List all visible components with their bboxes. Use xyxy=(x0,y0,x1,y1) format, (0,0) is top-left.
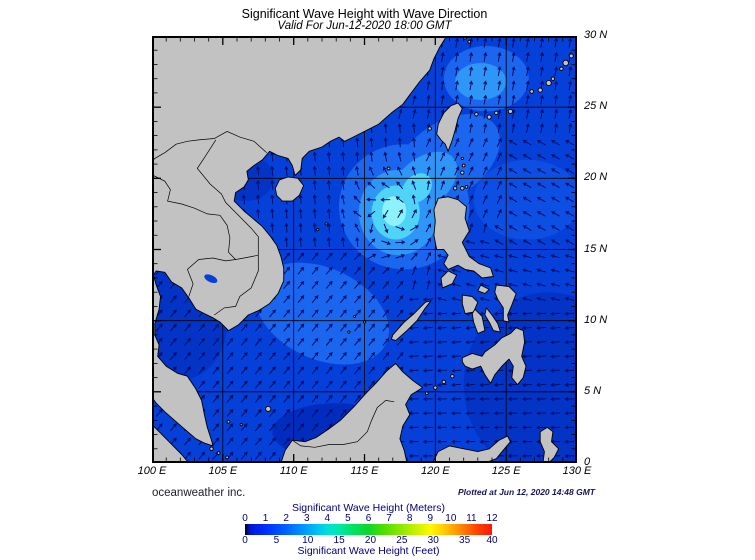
colorbar-feet-tick: 15 xyxy=(333,535,345,546)
colorbar-feet-tick: 10 xyxy=(302,535,314,546)
country-borders xyxy=(154,131,395,448)
colorbar-title-meters: Significant Wave Height (Meters) xyxy=(291,502,446,514)
plotted-timestamp: Plotted at Jun 12, 2020 14:48 GMT xyxy=(458,487,595,497)
colorbar-title-feet: Significant Wave Height (Feet) xyxy=(297,545,440,557)
lon-tick-label: 130 E xyxy=(562,465,592,477)
map-svg xyxy=(152,36,577,463)
colorbar-feet-tick: 30 xyxy=(427,535,439,546)
colorbar-meters-tick: 11 xyxy=(466,513,477,524)
lon-tick-label: 105 E xyxy=(208,465,238,477)
lon-tick-label: 120 E xyxy=(420,465,450,477)
map-border xyxy=(152,36,577,463)
valid-time-subtitle: Valid For Jun-12-2020 18:00 GMT xyxy=(277,20,452,32)
lat-tick-label: 25 N xyxy=(584,100,608,113)
lat-tick-label: 30 N xyxy=(584,29,608,41)
colorbar-meters-tick: 10 xyxy=(445,513,457,524)
lon-tick-label: 125 E xyxy=(491,465,521,477)
page-title: Significant Wave Height with Wave Direct… xyxy=(241,7,488,21)
colorbar-meters-tick: 0 xyxy=(242,513,248,524)
colorbar-feet-tick: 0 xyxy=(242,535,248,546)
tonle-sap-lake xyxy=(204,274,218,284)
colorbar-meters-tick: 5 xyxy=(345,513,351,524)
lat-tick-label: 0 xyxy=(584,456,591,468)
colorbar-feet-tick: 35 xyxy=(459,535,471,546)
colorbar-meters-tick: 6 xyxy=(365,513,372,524)
colorbar-meters-tick: 2 xyxy=(283,513,289,524)
colorbar-feet-tick: 5 xyxy=(273,535,280,546)
colorbar-feet-tick: 40 xyxy=(486,535,498,546)
map-panel xyxy=(152,36,577,463)
colorbar-meters-tick: 3 xyxy=(303,513,310,524)
colorbar-meters-tick: 7 xyxy=(386,513,392,524)
lat-tick-label: 10 N xyxy=(584,313,608,326)
colorbar-gradient xyxy=(245,524,492,535)
lat-tick-label: 20 N xyxy=(584,171,608,184)
lat-tick-label: 15 N xyxy=(584,242,608,255)
land-layer xyxy=(154,38,574,461)
colorbar-feet-tick: 25 xyxy=(396,535,408,546)
colorbar-meters-tick: 12 xyxy=(486,513,498,524)
colorbar-meters-tick: 8 xyxy=(406,513,413,524)
lon-tick-label: 100 E xyxy=(137,465,167,477)
colorbar-meters-tick: 4 xyxy=(324,513,331,524)
colorbar-meters-tick: 9 xyxy=(427,513,434,524)
lat-tick-label: 5 N xyxy=(584,384,602,397)
credit-text: oceanweather inc. xyxy=(152,487,246,499)
lon-tick-label: 110 E xyxy=(279,465,308,477)
lon-tick-label: 115 E xyxy=(350,465,379,477)
colorbar-meters-tick: 1 xyxy=(262,513,269,524)
colorbar-feet-tick: 20 xyxy=(364,535,377,546)
